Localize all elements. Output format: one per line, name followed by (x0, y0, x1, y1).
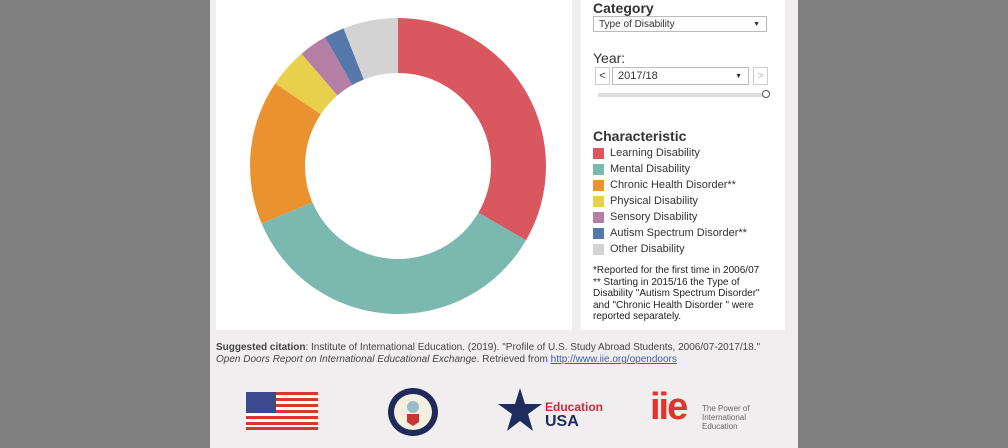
donut-slice-mental-disability[interactable] (261, 202, 527, 314)
legend-item[interactable]: Chronic Health Disorder** (593, 177, 747, 193)
legend-label: Mental Disability (610, 163, 691, 175)
us-flag-logo (246, 392, 318, 430)
legend-item[interactable]: Learning Disability (593, 145, 747, 161)
legend-label: Learning Disability (610, 147, 700, 159)
category-select[interactable]: Type of Disability ▼ (593, 16, 767, 32)
footnotes: *Reported for the first time in 2006/07 … (593, 265, 778, 323)
legend-item[interactable]: Other Disability (593, 241, 747, 257)
citation: Suggested citation: Institute of Interna… (216, 342, 786, 366)
legend-swatch (593, 147, 604, 159)
next-year-button[interactable]: > (753, 67, 768, 85)
legend-label: Autism Spectrum Disorder** (610, 227, 747, 239)
citation-text: . Retrieved from (476, 354, 551, 365)
legend-item[interactable]: Mental Disability (593, 161, 747, 177)
iie-wordmark: iie (650, 386, 688, 428)
educationusa-text: USA (545, 413, 579, 430)
year-value: 2017/18 (618, 70, 658, 82)
legend-item[interactable]: Sensory Disability (593, 209, 747, 225)
legend: Learning Disability Mental Disability Chro… (593, 145, 747, 257)
iie-tagline: The Power of International Education (702, 404, 750, 431)
legend-item[interactable]: Physical Disability (593, 193, 747, 209)
citation-title: Open Doors Report on International Educa… (216, 354, 477, 365)
legend-item[interactable]: Autism Spectrum Disorder** (593, 225, 747, 241)
donut-slice-autism-spectrum-disorder[interactable] (325, 28, 364, 86)
iie-logo: iie The Power of International Education (650, 386, 770, 432)
legend-label: Other Disability (610, 243, 685, 255)
filter-panel: Category Type of Disability ▼ Year: < 201… (581, 0, 785, 330)
donut-chart (250, 18, 546, 314)
educationusa-text: Education (545, 400, 604, 414)
citation-text: : Institute of International Education. … (305, 342, 761, 353)
chevron-down-icon: ▼ (735, 73, 742, 80)
donut-slice-physical-disability[interactable] (275, 53, 338, 115)
chart-card (216, 0, 572, 330)
category-label: Category (593, 0, 654, 16)
footnote: *Reported for the first time in 2006/07 (593, 265, 760, 276)
citation-label: Suggested citation (216, 342, 306, 353)
donut-slice-sensory-disability[interactable] (301, 37, 353, 96)
prev-year-button[interactable]: < (595, 67, 610, 85)
educationusa-logo: Education USA (498, 388, 608, 432)
footnote: ** Starting in 2015/16 the Type of Disab… (593, 276, 760, 323)
donut-slice-other-disability[interactable] (343, 18, 398, 80)
legend-label: Sensory Disability (610, 211, 698, 223)
legend-swatch (593, 179, 604, 191)
legend-title: Characteristic (593, 128, 687, 144)
main-panel: Category Type of Disability ▼ Year: < 201… (210, 0, 798, 448)
category-value: Type of Disability (599, 19, 675, 30)
slider-handle[interactable] (762, 90, 770, 98)
legend-label: Physical Disability (610, 195, 699, 207)
opendoors-link[interactable]: http://www.iie.org/opendoors (550, 354, 677, 365)
chevron-down-icon: ▼ (753, 21, 760, 28)
year-slider[interactable] (598, 90, 770, 98)
year-select[interactable]: 2017/18 ▼ (612, 67, 749, 85)
legend-swatch (593, 195, 604, 207)
donut-slice-chronic-health-disorder[interactable] (250, 83, 321, 224)
legend-label: Chronic Health Disorder** (610, 179, 736, 191)
legend-swatch (593, 163, 604, 175)
legend-swatch (593, 227, 604, 239)
state-department-seal-logo (388, 388, 438, 436)
year-label: Year: (593, 50, 626, 66)
legend-swatch (593, 211, 604, 223)
donut-slice-learning-disability[interactable] (398, 18, 546, 241)
legend-swatch (593, 243, 604, 255)
